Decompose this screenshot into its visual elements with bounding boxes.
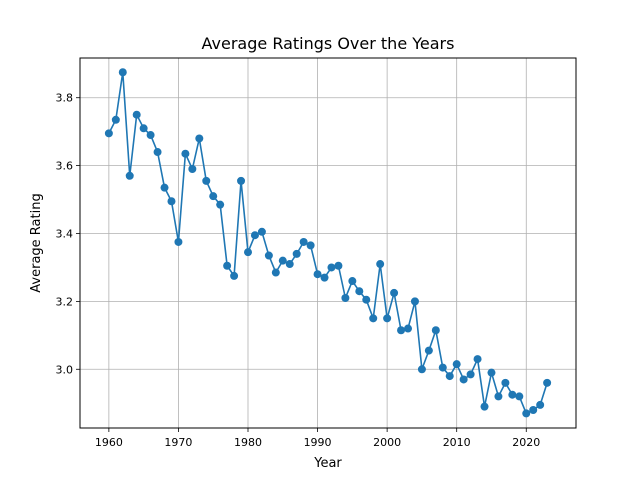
data-point bbox=[459, 375, 468, 384]
data-point bbox=[543, 378, 552, 387]
y-axis-label: Average Rating bbox=[29, 193, 44, 292]
data-point bbox=[334, 261, 343, 270]
data-point bbox=[202, 176, 211, 185]
data-point bbox=[174, 237, 183, 246]
data-point bbox=[369, 314, 378, 323]
data-point bbox=[438, 363, 447, 372]
grid bbox=[80, 58, 576, 428]
x-tick-label: 2020 bbox=[512, 436, 540, 449]
data-point bbox=[383, 314, 392, 323]
data-point bbox=[313, 270, 322, 279]
data-point bbox=[348, 277, 357, 286]
data-point bbox=[188, 165, 197, 173]
data-point bbox=[508, 390, 517, 399]
data-point bbox=[244, 248, 252, 257]
data-point bbox=[139, 124, 148, 133]
data-point bbox=[264, 251, 273, 260]
data-point bbox=[487, 368, 496, 377]
x-tick-label: 1970 bbox=[164, 436, 192, 449]
data-point bbox=[522, 409, 531, 418]
x-tick-label: 2010 bbox=[443, 436, 471, 449]
data-point bbox=[404, 324, 412, 333]
data-point bbox=[327, 263, 336, 272]
data-point bbox=[452, 360, 461, 369]
data-point bbox=[529, 406, 538, 415]
y-tick-label: 3.4 bbox=[56, 227, 74, 240]
data-point bbox=[480, 402, 489, 411]
data-point bbox=[250, 231, 259, 240]
y-axis: 3.0 3.2 3.4 3.6 3.8 bbox=[56, 92, 80, 376]
data-point bbox=[153, 148, 162, 157]
data-point bbox=[355, 287, 364, 296]
y-tick-label: 3.6 bbox=[56, 160, 74, 173]
data-point bbox=[104, 129, 113, 138]
data-point bbox=[473, 355, 482, 364]
data-point bbox=[306, 241, 315, 250]
data-point bbox=[466, 370, 475, 379]
data-point bbox=[271, 268, 280, 277]
data-point bbox=[390, 288, 399, 297]
y-tick-label: 3.2 bbox=[56, 295, 74, 308]
x-tick-label: 1990 bbox=[304, 436, 332, 449]
data-point bbox=[216, 200, 225, 209]
data-point bbox=[111, 115, 120, 124]
data-point bbox=[278, 256, 287, 265]
data-point bbox=[285, 260, 294, 269]
data-point bbox=[341, 293, 350, 302]
data-point bbox=[536, 400, 545, 409]
data-point bbox=[424, 346, 433, 355]
data-point bbox=[410, 297, 419, 306]
data-point bbox=[132, 110, 141, 119]
data-point bbox=[292, 249, 301, 258]
data-point bbox=[237, 176, 246, 185]
x-tick-label: 2000 bbox=[373, 436, 401, 449]
data-point bbox=[209, 192, 218, 201]
x-tick-label: 1960 bbox=[95, 436, 123, 449]
data-point bbox=[417, 365, 426, 374]
data-point bbox=[362, 295, 371, 304]
x-tick-label: 1980 bbox=[234, 436, 262, 449]
data-point bbox=[146, 131, 155, 140]
data-point bbox=[431, 326, 440, 335]
data-point bbox=[230, 271, 239, 280]
data-point bbox=[118, 68, 127, 77]
data-point bbox=[167, 197, 176, 206]
x-axis-label: Year bbox=[313, 456, 342, 471]
data-point bbox=[299, 237, 308, 246]
data-point bbox=[125, 171, 134, 180]
series-layer bbox=[104, 68, 552, 418]
data-point bbox=[397, 326, 406, 335]
data-point bbox=[501, 378, 510, 387]
data-point bbox=[494, 392, 503, 401]
data-point bbox=[445, 372, 454, 381]
chart-title: Average Ratings Over the Years bbox=[202, 34, 455, 53]
data-point bbox=[181, 149, 190, 158]
y-tick-label: 3.0 bbox=[56, 363, 74, 376]
data-point bbox=[160, 183, 169, 192]
data-point bbox=[376, 260, 385, 269]
series-line bbox=[108, 71, 548, 415]
data-point bbox=[195, 134, 204, 143]
data-point bbox=[515, 392, 524, 401]
data-point bbox=[223, 261, 232, 270]
x-axis: 1960 1970 1980 1990 2000 2010 2020 bbox=[95, 428, 540, 449]
data-point bbox=[257, 227, 266, 236]
data-point bbox=[320, 273, 329, 282]
y-tick-label: 3.8 bbox=[56, 92, 74, 105]
plot-frame bbox=[79, 57, 577, 429]
